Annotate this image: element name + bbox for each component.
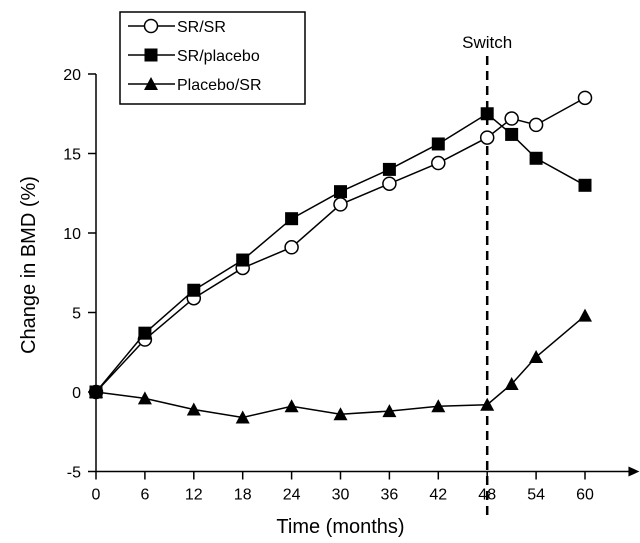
x-axis-title: Time (months)	[276, 516, 404, 538]
legend-label-sr-placebo: SR/placebo	[177, 48, 260, 65]
legend-label-sr-sr: SR/SR	[177, 19, 226, 36]
series-sr-placebo	[89, 107, 592, 399]
series-line-sr-placebo	[95, 112, 586, 393]
x-ticks: 06121824303642485460	[92, 471, 594, 504]
data-point-sr-placebo	[480, 107, 494, 121]
data-point-placebo-sr	[333, 407, 348, 421]
data-point-sr-placebo	[236, 253, 250, 267]
data-point-sr-placebo	[285, 212, 299, 226]
data-point-sr-placebo	[382, 162, 396, 176]
data-point-sr-sr	[382, 176, 397, 191]
x-tick-label: 36	[381, 487, 399, 504]
x-tick-label: 24	[283, 487, 301, 504]
data-point-placebo-sr	[382, 404, 397, 418]
data-point-sr-sr	[333, 197, 348, 212]
x-tick-label: 60	[576, 487, 594, 504]
y-tick-label: 15	[63, 147, 81, 164]
y-axis-title: Change in BMD (%)	[18, 176, 40, 354]
x-axis-arrowhead	[628, 466, 640, 477]
data-point-placebo-sr	[431, 399, 446, 413]
data-point-sr-placebo	[505, 127, 519, 141]
x-tick-label: 54	[527, 487, 545, 504]
data-point-sr-sr	[577, 90, 593, 106]
data-point-placebo-sr	[480, 397, 495, 411]
x-tick-label: 12	[185, 487, 203, 504]
data-point-sr-placebo	[529, 151, 543, 165]
y-tick-label: 20	[63, 67, 81, 84]
axes	[95, 74, 640, 477]
legend-label-placebo-sr: Placebo/SR	[177, 77, 262, 94]
y-tick-label: 10	[63, 226, 81, 243]
data-point-placebo-sr	[235, 410, 250, 424]
y-ticks: -5 0 5 10 15 20	[63, 67, 96, 482]
data-point-sr-placebo	[138, 326, 152, 340]
data-point-placebo-sr	[529, 350, 544, 364]
series-placebo-sr	[89, 308, 592, 424]
x-tick-label: 0	[92, 487, 101, 504]
y-tick-label: 5	[72, 306, 81, 323]
data-point-sr-sr	[284, 240, 299, 255]
series-line-sr-sr	[95, 97, 586, 393]
data-point-sr-placebo	[578, 178, 592, 192]
data-point-placebo-sr	[504, 377, 519, 391]
legend-marker-sr-placebo	[144, 48, 158, 62]
data-point-placebo-sr	[578, 308, 592, 322]
data-point-sr-placebo	[187, 283, 201, 297]
y-tick-label: -5	[67, 465, 81, 482]
data-point-sr-sr	[479, 130, 495, 145]
data-point-placebo-sr	[284, 399, 299, 413]
data-point-placebo-sr	[186, 402, 201, 416]
x-tick-label: 42	[429, 487, 447, 504]
data-point-sr-sr	[528, 117, 544, 133]
y-tick-label: 0	[72, 385, 81, 402]
data-point-sr-placebo	[334, 185, 347, 199]
data-point-sr-placebo	[431, 137, 445, 151]
switch-label: Switch	[462, 33, 512, 52]
legend-marker-sr-sr	[143, 18, 159, 34]
x-tick-label: 18	[234, 487, 252, 504]
data-point-placebo-sr	[137, 391, 152, 405]
x-tick-label: 30	[332, 487, 350, 504]
legend-marker-placebo-sr	[144, 77, 158, 90]
data-point-sr-sr	[431, 155, 446, 171]
x-tick-label: 6	[140, 487, 149, 504]
series-layer	[88, 90, 593, 424]
series-line-placebo-sr	[95, 315, 586, 419]
data-point-placebo-sr	[89, 385, 103, 398]
legend: SR/SR SR/placebo Placebo/SR	[119, 11, 306, 105]
data-point-sr-sr	[504, 111, 519, 126]
